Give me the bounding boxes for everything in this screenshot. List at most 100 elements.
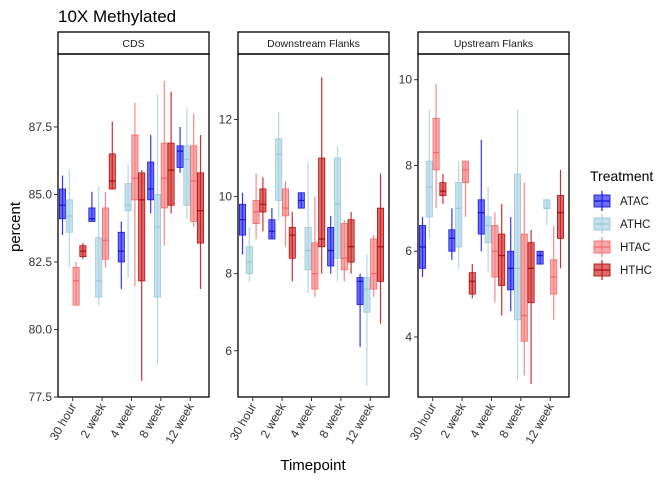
box-body <box>376 207 384 282</box>
box-body <box>160 142 168 209</box>
box-hthc <box>468 264 476 299</box>
box-htac <box>340 219 348 282</box>
box-athc <box>455 161 463 269</box>
y-axis-title: percent <box>7 201 24 252</box>
facet-strip-label: Upstream Flanks <box>454 38 533 50</box>
box-htac <box>461 160 469 217</box>
box-hthc <box>108 121 116 190</box>
box-hthc <box>79 243 87 260</box>
legend-entry-atac: ATAC <box>593 191 649 211</box>
y-tick-label: 87.5 <box>29 120 53 134</box>
box-athc <box>304 161 312 293</box>
facet-strip-label: CDS <box>122 38 144 50</box>
y-tick-label: 6 <box>225 344 232 358</box>
box-body <box>333 157 341 259</box>
box-body <box>72 266 80 306</box>
box-body <box>167 142 175 206</box>
box-body <box>88 207 96 222</box>
y-tick-label: 6 <box>405 244 412 258</box>
box-body <box>356 277 364 305</box>
box-body <box>543 199 551 209</box>
box-body <box>432 117 440 171</box>
box-atac <box>507 216 515 312</box>
box-atac <box>327 215 335 274</box>
box-atac <box>238 192 246 255</box>
box-htac <box>72 261 80 306</box>
box-athc <box>484 186 492 273</box>
box-athc <box>65 170 73 268</box>
box-athc <box>425 109 433 239</box>
box-body <box>347 219 355 263</box>
legend-label: ATHC <box>620 219 650 231</box>
box-body <box>59 188 67 220</box>
legend-label: HTAC <box>620 242 650 254</box>
box-body <box>131 134 139 201</box>
box-athc <box>363 254 371 386</box>
box-hthc <box>439 174 447 205</box>
box-hthc <box>318 77 326 274</box>
box-atac <box>117 221 125 289</box>
box-hthc <box>259 177 267 232</box>
box-body <box>138 172 146 282</box>
y-tick-label: 80.0 <box>29 322 53 336</box>
legend-label: HTHC <box>620 265 652 277</box>
box-htac <box>311 196 319 297</box>
box-body <box>95 237 103 298</box>
box-atac <box>356 273 364 347</box>
legend-entry-athc: ATHC <box>593 214 650 234</box>
box-body <box>190 145 198 222</box>
facet-panel-border <box>57 53 210 398</box>
chart-title: 10X Methylated <box>58 7 176 26</box>
y-tick-label: 82.5 <box>29 255 53 269</box>
box-body <box>281 188 289 217</box>
box-atac <box>59 175 67 235</box>
box-athc <box>95 186 103 306</box>
y-tick-label: 8 <box>225 267 232 281</box>
box-hthc <box>498 204 506 316</box>
facet-strip-label: Downstream Flanks <box>267 38 360 50</box>
box-athc <box>333 146 341 282</box>
y-tick-label: 85.0 <box>29 187 53 201</box>
box-body <box>507 250 515 291</box>
box-htac <box>131 102 139 287</box>
box-atac <box>268 208 276 240</box>
box-body <box>275 138 283 201</box>
box-body <box>439 182 447 196</box>
box-body <box>363 277 371 313</box>
box-htac <box>281 181 289 247</box>
box-body <box>311 242 319 290</box>
box-body <box>259 188 267 213</box>
box-body <box>117 231 125 263</box>
y-tick-label: 10 <box>219 190 233 204</box>
box-htac <box>370 235 378 297</box>
box-body <box>245 246 253 275</box>
box-hthc <box>196 135 204 289</box>
box-atac <box>147 135 155 214</box>
box-body <box>425 160 433 218</box>
box-body <box>484 216 492 244</box>
box-body <box>147 161 155 201</box>
box-body <box>318 157 326 248</box>
box-athc <box>183 108 191 219</box>
box-athc <box>514 109 522 380</box>
box-body <box>304 227 312 271</box>
box-athc <box>543 199 551 226</box>
box-atac <box>176 126 184 173</box>
box-htac <box>190 113 198 227</box>
box-atac <box>536 250 544 265</box>
legend-entry-hthc: HTHC <box>593 260 652 280</box>
box-hthc <box>376 173 384 324</box>
box-body <box>536 250 544 265</box>
box-athc <box>245 227 253 282</box>
box-body <box>468 272 476 295</box>
box-atac <box>477 139 485 252</box>
box-body <box>183 145 191 206</box>
box-body <box>176 145 184 168</box>
box-hthc <box>557 169 565 269</box>
box-body <box>102 207 110 260</box>
box-htac <box>102 191 110 268</box>
box-htac <box>252 173 260 239</box>
box-athc <box>124 164 132 279</box>
box-atac <box>448 208 456 260</box>
box-body <box>455 182 463 248</box>
